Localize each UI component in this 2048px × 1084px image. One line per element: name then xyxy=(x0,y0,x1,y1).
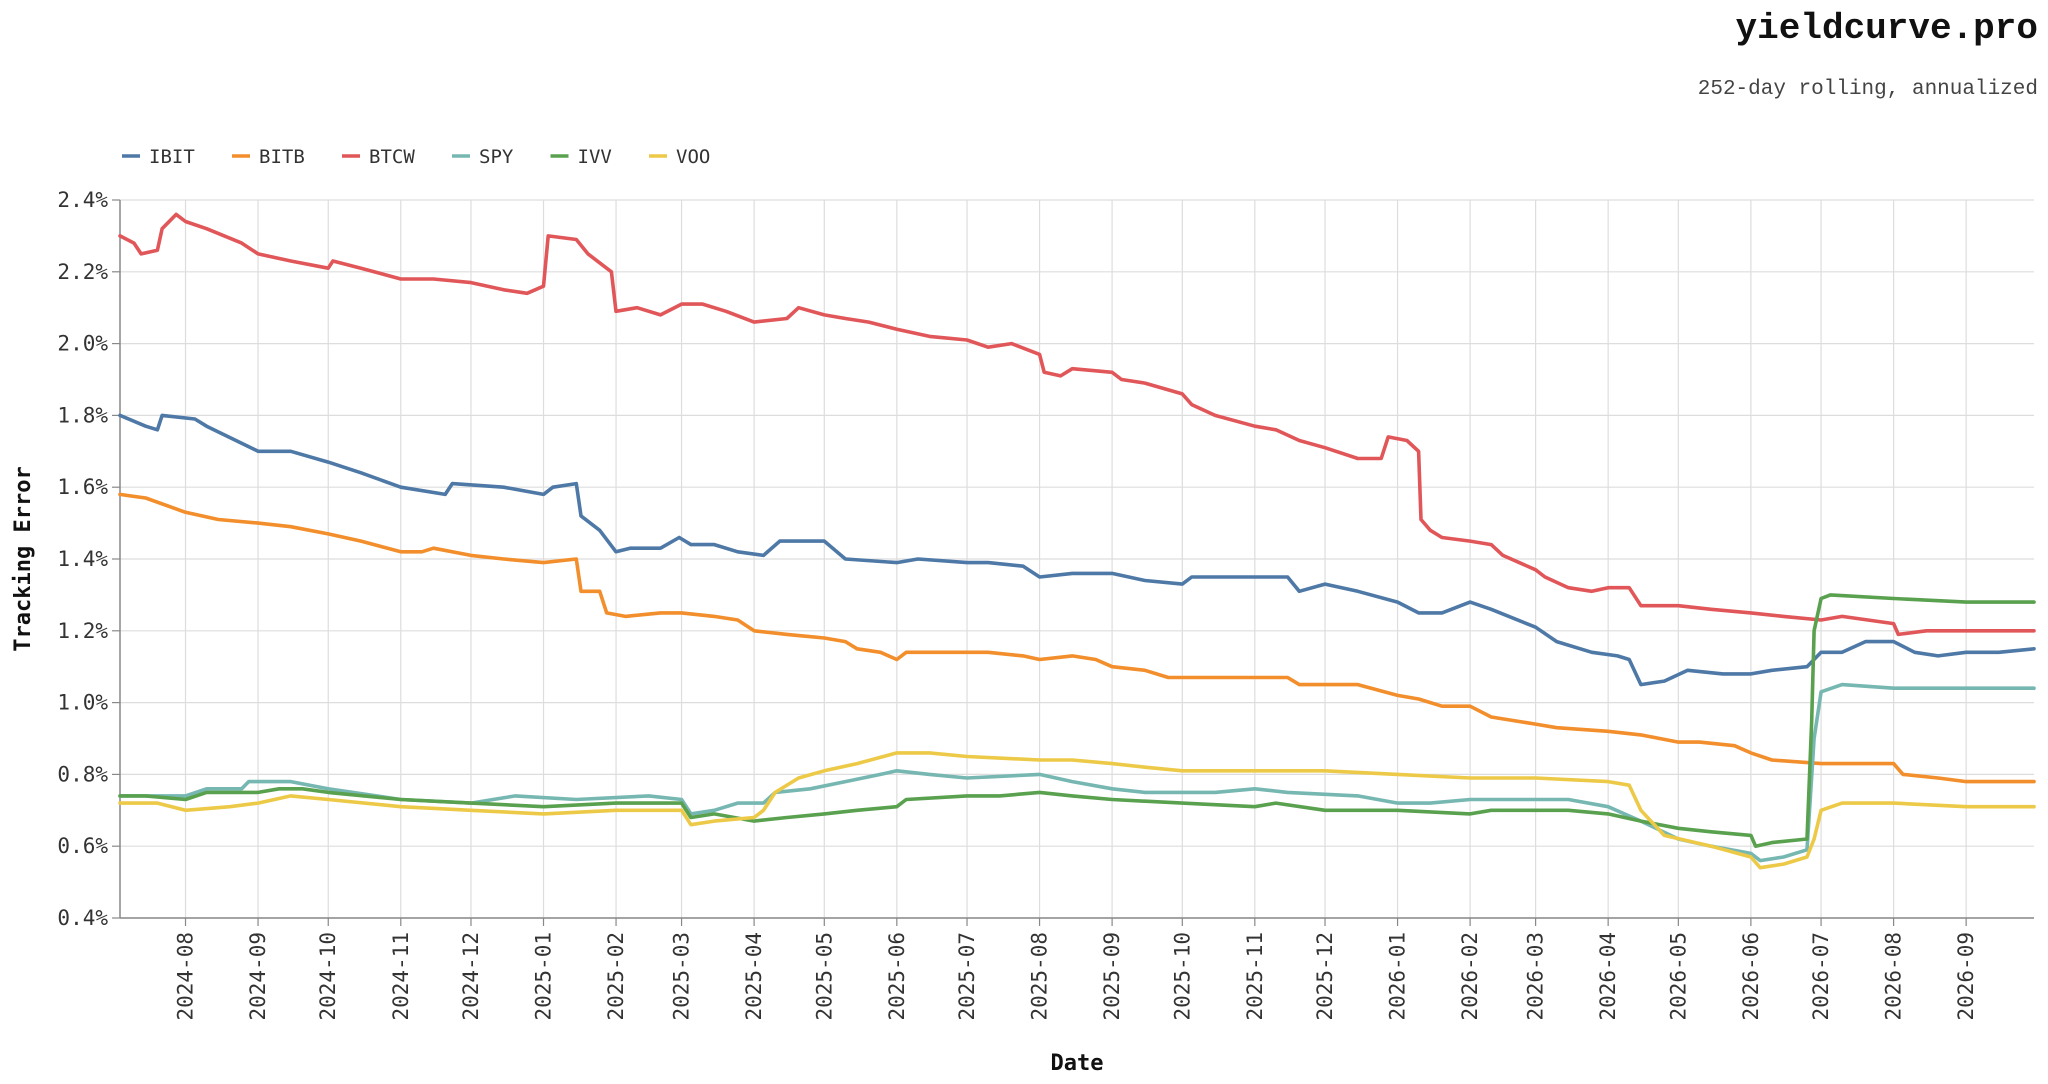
y-tick-label: 0.4% xyxy=(57,906,108,930)
legend-label-btcw: BTCW xyxy=(369,146,415,168)
x-tick-label: 2024-10 xyxy=(316,932,340,1021)
y-tick-label: 0.6% xyxy=(57,834,108,858)
series-line-bitb xyxy=(118,492,2036,784)
x-tick-label: 2025-10 xyxy=(1170,932,1194,1021)
x-tick-label: 2025-12 xyxy=(1313,932,1337,1021)
x-tick-label: 2025-02 xyxy=(604,932,628,1021)
x-tick-label: 2026-05 xyxy=(1666,932,1690,1021)
x-tick-label: 2025-01 xyxy=(532,932,556,1021)
legend-label-bitb: BITB xyxy=(259,146,305,168)
x-tick-label: 2025-04 xyxy=(742,932,766,1021)
series-line-ibit xyxy=(118,413,2036,687)
chart-grid xyxy=(120,199,2034,919)
series-line-voo xyxy=(118,751,2036,870)
y-tick-label: 1.8% xyxy=(57,403,108,427)
series-line-btcw xyxy=(118,212,2036,637)
x-tick-label: 2025-03 xyxy=(670,932,694,1021)
x-tick-label: 2024-12 xyxy=(459,932,483,1021)
chart-axes: 0.4% 0.6% 0.8% 1.0% 1.2% 1.4% 1.6% 1.8% 2.0% 2.2%… xyxy=(57,188,2034,1021)
x-tick-label: 2026-03 xyxy=(1524,932,1548,1021)
y-tick-label: 1.6% xyxy=(57,475,108,499)
x-tick-label: 2025-09 xyxy=(1100,932,1124,1021)
x-tick-label: 2025-06 xyxy=(885,932,909,1021)
x-tick-label: 2025-05 xyxy=(812,932,836,1021)
legend-label-ivv: IVV xyxy=(578,146,612,168)
x-tick-label: 2025-08 xyxy=(1028,932,1052,1021)
chart-axis-titles: Date Tracking Error xyxy=(11,466,1103,1076)
chart-series xyxy=(118,212,2036,870)
y-tick-label: 2.0% xyxy=(57,332,108,356)
x-tick-label: 2026-01 xyxy=(1386,932,1410,1021)
x-tick-label: 2024-11 xyxy=(389,932,413,1021)
x-tick-label: 2026-07 xyxy=(1809,932,1833,1021)
brand-title: yieldcurve.pro xyxy=(1735,8,2038,49)
x-tick-label: 2026-02 xyxy=(1458,932,1482,1021)
y-axis-title: Tracking Error xyxy=(11,466,36,651)
x-axis-title: Date xyxy=(1051,1051,1104,1076)
y-tick-label: 1.2% xyxy=(57,619,108,643)
x-tick-label: 2024-08 xyxy=(174,932,198,1021)
y-tick-label: 0.8% xyxy=(57,762,108,786)
chart-subtitle: 252-day rolling, annualized xyxy=(1697,78,2038,101)
x-tick-label: 2024-09 xyxy=(246,932,270,1021)
y-tick-label: 1.0% xyxy=(57,691,108,715)
series-line-ivv xyxy=(118,593,2036,848)
x-tick-label: 2026-09 xyxy=(1954,932,1978,1021)
y-tick-label: 2.4% xyxy=(57,188,108,212)
x-tick-label: 2025-07 xyxy=(955,932,979,1021)
x-tick-label: 2025-11 xyxy=(1243,932,1267,1021)
chart-legend: IBIT BITB BTCW SPY IVV VOO xyxy=(122,146,710,168)
y-tick-label: 2.2% xyxy=(57,260,108,284)
legend-label-voo: VOO xyxy=(676,146,710,168)
x-tick-label: 2026-04 xyxy=(1596,932,1620,1021)
y-tick-label: 1.4% xyxy=(57,547,108,571)
series-line-spy xyxy=(118,682,2036,863)
legend-label-ibit: IBIT xyxy=(149,146,195,168)
legend-label-spy: SPY xyxy=(479,146,514,168)
x-tick-label: 2026-06 xyxy=(1739,932,1763,1021)
x-tick-label: 2026-08 xyxy=(1882,932,1906,1021)
